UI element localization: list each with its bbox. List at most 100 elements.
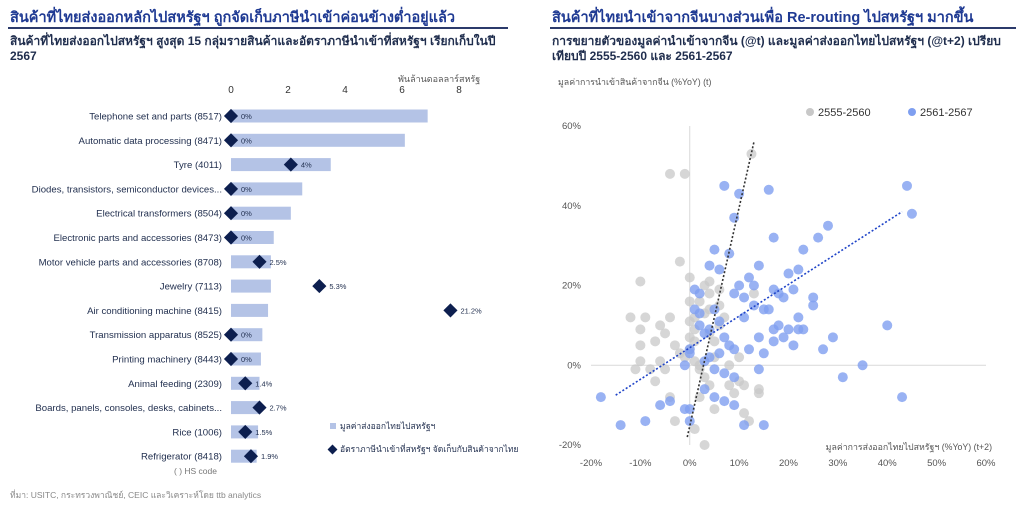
point-2561-2567 [798,244,809,255]
point-2561-2567 [758,420,769,431]
point-2561-2567 [709,244,720,255]
point-2561-2567 [704,260,715,271]
point-2561-2567 [768,232,779,243]
point-2561-2567 [753,364,764,375]
category-label: Motor vehicle parts and accessories (870… [39,257,222,268]
point-2555-2560 [753,388,764,399]
point-2561-2567 [729,344,740,355]
category-label: Electrical transformers (8504) [96,209,222,220]
point-2561-2567 [768,324,779,335]
tariff-rate-marker [443,303,458,318]
point-2561-2567 [744,272,754,283]
export-value-bar [231,182,303,196]
x-tick-label: 60% [976,458,996,469]
point-2561-2567 [655,400,666,411]
point-2561-2567 [719,180,730,191]
tariff-rate-label: 0% [241,112,252,121]
tariff-rate-label: 0% [241,136,252,145]
point-2561-2567 [684,348,695,359]
point-2561-2567 [793,264,804,275]
tariff-rate-label: 0% [241,355,252,364]
point-2561-2567 [902,180,912,191]
point-2561-2567 [719,396,730,407]
export-value-bar [231,231,274,244]
tariff-rate-marker [238,376,253,391]
tariff-rate-label: 0% [241,331,252,340]
point-2561-2567 [857,360,868,371]
left-panel-title: สินค้าที่ไทยส่งออกหลักไปสหรัฐฯ ถูกจัดเก็… [10,10,456,26]
point-2561-2567 [768,336,779,347]
x-tick-label: 0 [228,85,234,96]
point-2555-2560 [645,364,656,375]
point-2561-2567 [714,264,725,275]
point-2561-2567 [758,348,769,359]
point-2561-2567 [729,212,740,223]
right-panel: สินค้าที่ไทยนำเข้าจากจีนบางส่วนเพื่อ Re-… [548,0,1024,509]
point-2561-2567 [808,300,819,311]
point-2561-2567 [748,280,759,291]
x-tick-label: 6 [399,85,405,96]
y-tick-label: -20% [559,440,582,451]
bar-chart-unit-label: พันล้านดอลลาร์สหรัฐ [398,74,481,84]
tariff-rate-label: 4% [301,161,312,170]
category-label: Jewelry (7113) [160,282,222,293]
point-2555-2560 [640,312,651,323]
category-label: Transmission apparatus (8525) [90,330,222,341]
category-label: Telephone set and parts (8517) [89,112,222,123]
export-value-bar [231,279,271,293]
point-2561-2567 [827,332,838,343]
tariff-rate-marker [252,400,267,415]
tariff-rate-marker [223,230,239,245]
point-2555-2560 [729,388,740,399]
tariff-rate-label: 0% [241,234,252,243]
point-2561-2567 [748,300,759,311]
point-2555-2560 [635,356,646,367]
export-value-bar [231,158,331,172]
tariff-rate-label: 21.2% [460,306,482,315]
category-label: Tyre (4011) [174,160,222,171]
x-tick-label: -10% [629,458,652,469]
point-2561-2567 [689,284,700,295]
right-title-underline [550,27,1016,29]
point-2561-2567 [882,320,893,331]
point-2555-2560 [724,360,735,371]
point-2561-2567 [719,368,730,379]
point-2555-2560 [684,316,695,327]
left-title-underline [8,27,508,29]
point-2561-2567 [897,392,908,403]
point-2561-2567 [679,360,690,371]
tariff-rate-marker [283,157,298,172]
category-label: Air conditioning machine (8415) [87,306,222,317]
point-2555-2560 [655,320,666,331]
point-2555-2560 [660,328,671,339]
legend-swatch [806,108,814,116]
x-tick-label: 8 [456,85,462,96]
point-2555-2560 [684,296,695,307]
tariff-rate-marker [223,133,239,148]
point-2555-2560 [746,148,757,159]
point-2561-2567 [665,396,675,407]
x-tick-label: 20% [779,458,799,469]
point-2555-2560 [694,296,705,307]
y-tick-label: 60% [562,121,582,132]
point-2555-2560 [699,440,710,450]
tariff-rate-label: 0% [241,185,252,194]
tariff-rate-label: 1.4% [255,379,272,388]
point-2555-2560 [679,168,690,179]
export-value-bar [231,109,428,123]
point-2555-2560 [709,404,720,415]
category-label: Printing machinery (8443) [112,355,222,366]
point-2561-2567 [714,316,725,327]
x-tick-label: 4 [342,85,348,96]
x-tick-label: -20% [580,458,603,469]
right-panel-subtitle: การขยายตัวของมูลค่านำเข้าจากจีน (@t) และ… [552,34,1001,63]
point-2561-2567 [744,344,754,355]
x-axis-title: มูลค่าการส่งออกไทยไปสหรัฐฯ (%YoY) (t+2) [826,442,992,453]
point-2561-2567 [788,284,799,295]
point-2561-2567 [906,208,917,219]
point-2555-2560 [739,380,750,391]
category-label: Automatic data processing (8471) [79,136,222,147]
point-2555-2560 [739,408,750,419]
point-2561-2567 [783,268,794,279]
point-2555-2560 [704,288,715,299]
